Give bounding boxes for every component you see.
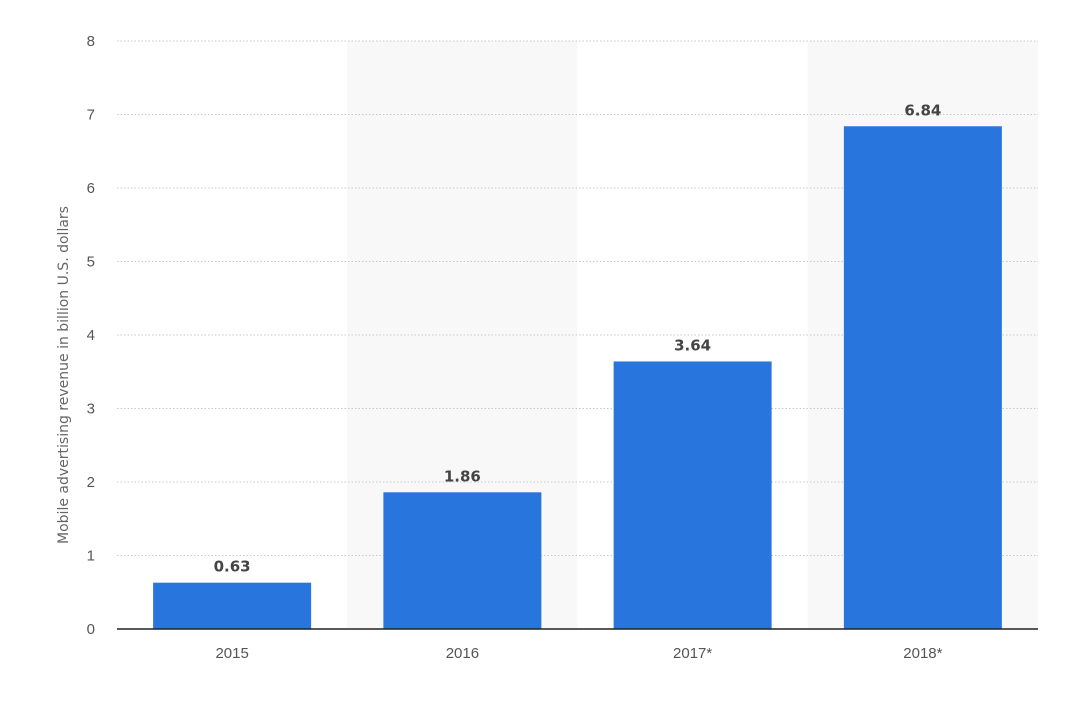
bar-2015[interactable] bbox=[153, 582, 312, 629]
y-tick-label: 4 bbox=[87, 327, 95, 344]
y-tick-label: 3 bbox=[87, 401, 95, 418]
y-tick-label: 1 bbox=[87, 548, 95, 565]
y-tick-label: 6 bbox=[87, 180, 95, 197]
y-tick-label: 2 bbox=[87, 474, 95, 491]
bars bbox=[153, 126, 1002, 629]
bar-2016[interactable] bbox=[383, 492, 542, 629]
x-tick-label: 2015 bbox=[215, 645, 248, 662]
y-tick-label: 7 bbox=[87, 107, 95, 124]
y-tick-label: 8 bbox=[87, 33, 95, 50]
x-tick-label: 2017* bbox=[673, 645, 712, 662]
x-axis-ticks: 2015 2016 2017* 2018* bbox=[215, 645, 942, 662]
bar-2018[interactable] bbox=[843, 126, 1002, 629]
value-label: 3.64 bbox=[674, 336, 711, 354]
bar-2017[interactable] bbox=[613, 361, 772, 629]
y-tick-label: 5 bbox=[87, 254, 95, 271]
y-axis-ticks: 0 1 2 3 4 5 6 7 8 bbox=[87, 33, 95, 638]
x-tick-label: 2016 bbox=[446, 645, 479, 662]
value-label: 1.86 bbox=[444, 467, 481, 485]
value-labels: 0.63 1.86 3.64 6.84 bbox=[214, 101, 942, 575]
x-tick-label: 2018* bbox=[903, 645, 942, 662]
y-axis-title: Mobile advertising revenue in billion U.… bbox=[56, 206, 72, 544]
value-label: 0.63 bbox=[214, 558, 251, 576]
y-tick-label: 0 bbox=[87, 621, 95, 638]
value-label: 6.84 bbox=[904, 101, 941, 119]
